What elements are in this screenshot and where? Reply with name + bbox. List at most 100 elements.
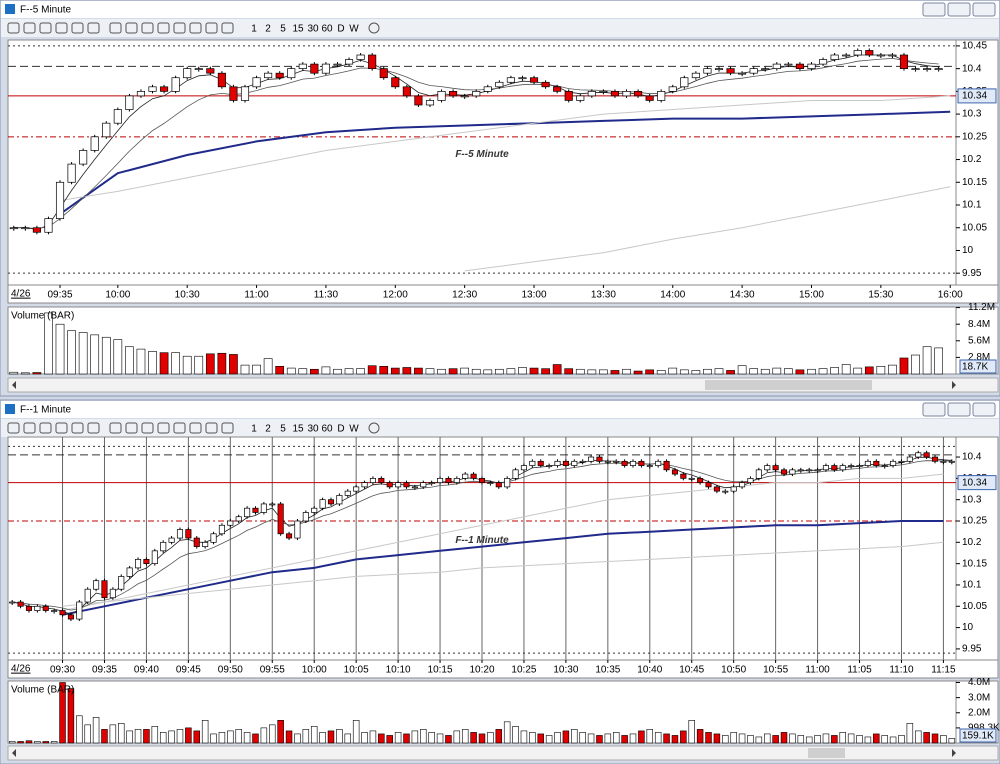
candle <box>275 72 284 79</box>
minimize-button[interactable] <box>922 402 946 417</box>
candle <box>579 460 586 463</box>
toolbar-icon[interactable] <box>71 422 84 434</box>
toolbar-icon[interactable] <box>23 22 36 34</box>
interval-button[interactable]: 5 <box>280 24 286 35</box>
volume-bar <box>545 735 553 744</box>
toolbar-icon[interactable] <box>157 22 170 34</box>
candle <box>353 486 360 492</box>
interval-button[interactable]: 30 <box>307 424 319 435</box>
toolbar-icon[interactable] <box>205 22 218 34</box>
volume-bar <box>76 715 83 744</box>
interval-button[interactable]: 1 <box>251 24 257 35</box>
candle <box>55 181 65 219</box>
toolbar-icon[interactable] <box>87 22 100 34</box>
candle <box>856 465 863 467</box>
interval-button[interactable]: D <box>337 24 344 35</box>
toolbar-icon[interactable] <box>39 422 52 434</box>
toolbar-icon[interactable] <box>7 22 20 34</box>
toolbar-icon[interactable] <box>173 422 186 434</box>
scroll-thumb[interactable] <box>808 748 845 758</box>
toolbar-icon[interactable] <box>39 22 52 34</box>
toolbar-icon[interactable] <box>141 22 154 34</box>
candle <box>646 465 653 467</box>
toolbar-icon[interactable] <box>125 422 138 434</box>
volume-bar <box>136 348 146 375</box>
interval-button[interactable]: 15 <box>292 424 304 435</box>
candle <box>160 541 167 552</box>
close-button[interactable] <box>972 2 996 17</box>
x-tick-label: 10:20 <box>469 665 494 676</box>
interval-button[interactable]: W <box>349 24 359 35</box>
x-tick-label: 15:30 <box>868 290 893 301</box>
toolbar-icon[interactable] <box>189 422 202 434</box>
scroll-right[interactable] <box>952 381 956 389</box>
toolbar-icon[interactable] <box>157 422 170 434</box>
toolbar-icon[interactable] <box>55 22 68 34</box>
minimize-button[interactable] <box>922 2 946 17</box>
candle <box>576 95 585 101</box>
scroll-thumb[interactable] <box>705 380 872 390</box>
x-tick-label: 11:10 <box>889 665 914 676</box>
close-chart-icon[interactable] <box>368 422 380 434</box>
toolbar-icon[interactable] <box>55 422 68 434</box>
interval-button[interactable]: 60 <box>321 424 333 435</box>
close-button[interactable] <box>972 402 996 417</box>
toolbar-icon[interactable] <box>109 422 122 434</box>
toolbar-icon[interactable] <box>109 22 122 34</box>
toolbar-icon[interactable] <box>7 422 20 434</box>
scroll-left[interactable] <box>12 381 16 389</box>
toolbar-icon[interactable] <box>71 22 84 34</box>
interval-button[interactable]: 15 <box>292 24 304 35</box>
interval-button[interactable]: 2 <box>265 24 271 35</box>
volume-bar <box>298 368 308 375</box>
interval-button[interactable]: 60 <box>321 24 333 35</box>
interval-button[interactable]: 5 <box>280 424 286 435</box>
candle <box>462 473 469 479</box>
toolbar-icon[interactable] <box>141 422 154 434</box>
toolbar-icon[interactable] <box>23 422 36 434</box>
moving-average-line <box>464 186 951 272</box>
candle <box>518 77 527 80</box>
volume-bar <box>822 733 830 744</box>
volume-bar <box>356 368 365 375</box>
volume-bar <box>638 730 645 744</box>
volume-bar <box>705 732 712 744</box>
maximize-button[interactable] <box>947 402 971 417</box>
candle <box>911 68 920 70</box>
candle <box>176 529 184 539</box>
volume-bar <box>722 735 729 744</box>
candle <box>668 86 677 92</box>
volume-bar <box>575 368 585 375</box>
candle <box>784 63 793 66</box>
candle <box>414 95 423 106</box>
toolbar-icon[interactable] <box>87 422 100 434</box>
volume-bar <box>361 732 368 744</box>
volume-bar <box>403 733 410 744</box>
interval-button[interactable]: 2 <box>265 424 271 435</box>
volume-bar <box>411 730 419 744</box>
toolbar-icon[interactable] <box>125 22 138 34</box>
toolbar-icon[interactable] <box>173 22 186 34</box>
interval-button[interactable]: 30 <box>307 24 319 35</box>
scroll-right[interactable] <box>952 749 956 757</box>
scrollbar[interactable] <box>7 745 999 761</box>
scroll-left[interactable] <box>12 749 16 757</box>
candle <box>21 227 30 230</box>
candle <box>807 63 816 69</box>
volume-bar <box>506 368 516 375</box>
interval-button[interactable]: W <box>349 424 359 435</box>
close-chart-icon[interactable] <box>368 22 380 34</box>
volume-bar <box>263 358 273 375</box>
interval-button[interactable]: D <box>337 424 344 435</box>
toolbar-icon[interactable] <box>221 422 234 434</box>
interval-button[interactable]: 1 <box>251 424 257 435</box>
maximize-button[interactable] <box>947 2 971 17</box>
toolbar-icon[interactable] <box>189 22 202 34</box>
toolbar-icon[interactable] <box>205 422 218 434</box>
candle <box>638 460 645 466</box>
toolbar-icon[interactable] <box>221 22 234 34</box>
candle <box>645 95 654 101</box>
volume-bar <box>333 368 342 375</box>
candle <box>864 460 871 466</box>
candle <box>722 490 729 493</box>
